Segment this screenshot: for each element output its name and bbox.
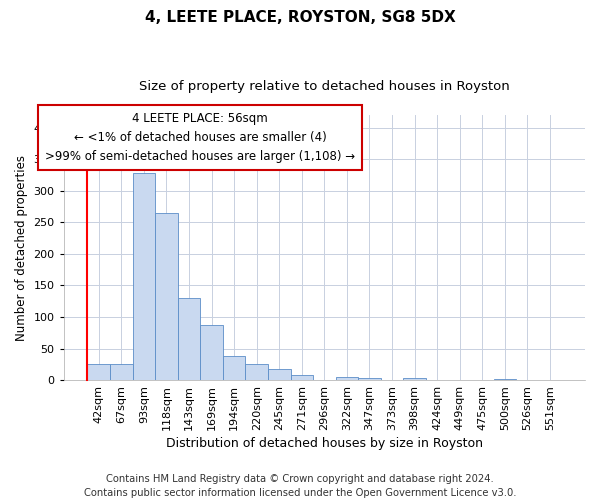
Bar: [494, 379, 516, 380]
Bar: [88, 364, 110, 380]
Bar: [223, 356, 245, 380]
Bar: [268, 370, 290, 380]
Bar: [155, 213, 178, 380]
Bar: [133, 173, 155, 380]
Bar: [358, 378, 381, 380]
Bar: [110, 364, 133, 380]
Bar: [335, 377, 358, 380]
Bar: [403, 378, 426, 380]
Text: 4 LEETE PLACE: 56sqm
← <1% of detached houses are smaller (4)
>99% of semi-detac: 4 LEETE PLACE: 56sqm ← <1% of detached h…: [45, 112, 355, 162]
Bar: [200, 325, 223, 380]
Bar: [178, 298, 200, 380]
Title: Size of property relative to detached houses in Royston: Size of property relative to detached ho…: [139, 80, 510, 93]
Bar: [290, 375, 313, 380]
Text: 4, LEETE PLACE, ROYSTON, SG8 5DX: 4, LEETE PLACE, ROYSTON, SG8 5DX: [145, 10, 455, 25]
Bar: [245, 364, 268, 380]
Y-axis label: Number of detached properties: Number of detached properties: [15, 154, 28, 340]
X-axis label: Distribution of detached houses by size in Royston: Distribution of detached houses by size …: [166, 437, 483, 450]
Text: Contains HM Land Registry data © Crown copyright and database right 2024.
Contai: Contains HM Land Registry data © Crown c…: [84, 474, 516, 498]
